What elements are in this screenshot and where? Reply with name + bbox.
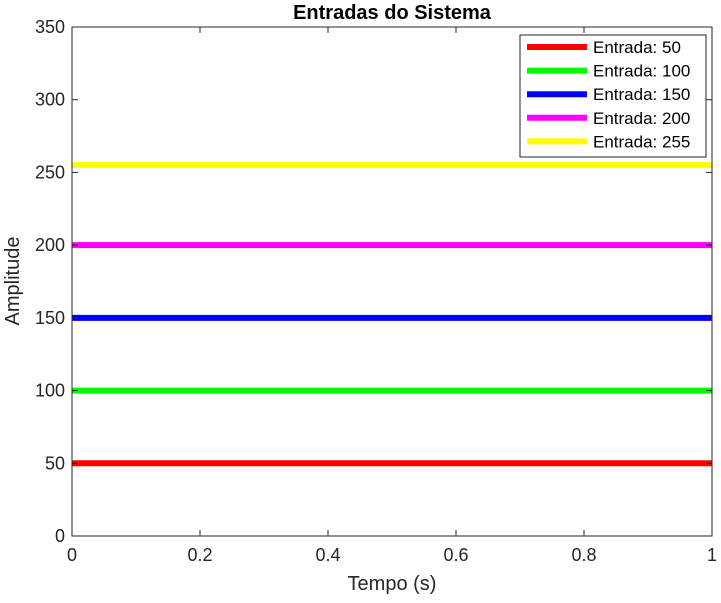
y-tick-label: 300 xyxy=(35,90,65,110)
legend-label: Entrada: 200 xyxy=(593,109,690,128)
y-tick-label: 100 xyxy=(35,381,65,401)
x-tick-label: 0.2 xyxy=(187,545,212,565)
legend-label: Entrada: 50 xyxy=(593,38,681,57)
axes-layer: 0 0.2 0.4 0.6 0.8 1 0 50 100 150 200 250 300 350 xyxy=(35,17,717,565)
legend-label: Entrada: 150 xyxy=(593,85,690,104)
legend: Entrada: 50 Entrada: 100 Entrada: 150 Entra… xyxy=(519,34,707,158)
x-axis-label: Tempo (s) xyxy=(348,573,437,595)
y-axis-label: Amplitude xyxy=(2,237,24,326)
x-tick-label: 0 xyxy=(67,545,77,565)
y-tick-label: 150 xyxy=(35,308,65,328)
x-tick-label: 0.6 xyxy=(443,545,468,565)
chart-title: Entradas do Sistema xyxy=(293,2,492,24)
x-tick-label: 0.8 xyxy=(571,545,596,565)
series-layer xyxy=(72,162,712,467)
y-tick-label: 250 xyxy=(35,162,65,182)
axes-box xyxy=(71,26,713,537)
x-tick-label: 1 xyxy=(707,545,717,565)
y-tick-label: 0 xyxy=(55,526,65,546)
legend-label: Entrada: 255 xyxy=(593,132,690,151)
y-tick-label: 350 xyxy=(35,17,65,37)
legend-label: Entrada: 100 xyxy=(593,62,690,81)
x-tick-label: 0.4 xyxy=(315,545,340,565)
y-tick-label: 50 xyxy=(45,453,65,473)
y-tick-label: 200 xyxy=(35,235,65,255)
